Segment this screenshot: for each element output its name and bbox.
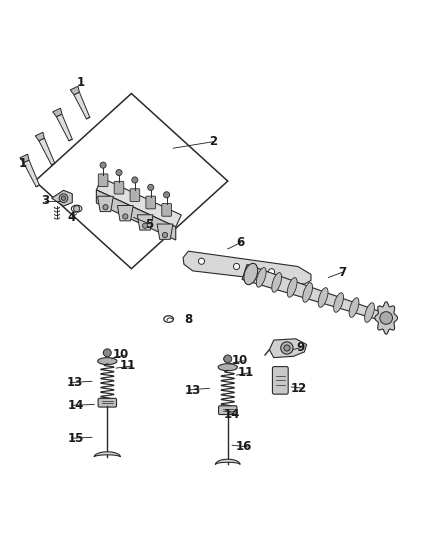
Circle shape: [123, 214, 128, 219]
Circle shape: [142, 223, 148, 228]
Polygon shape: [272, 272, 282, 292]
Circle shape: [100, 162, 106, 168]
Polygon shape: [218, 364, 237, 371]
Polygon shape: [137, 215, 153, 230]
FancyBboxPatch shape: [98, 398, 117, 407]
Circle shape: [268, 269, 275, 275]
Polygon shape: [94, 452, 120, 457]
Circle shape: [59, 194, 68, 203]
Polygon shape: [96, 190, 176, 240]
FancyBboxPatch shape: [130, 189, 140, 201]
Text: 11: 11: [120, 359, 136, 373]
FancyBboxPatch shape: [146, 196, 155, 209]
Polygon shape: [364, 303, 374, 322]
Text: 4: 4: [68, 211, 76, 224]
Text: 1: 1: [18, 157, 27, 170]
Polygon shape: [20, 154, 29, 163]
Circle shape: [74, 206, 80, 212]
Text: 13: 13: [67, 376, 83, 389]
FancyBboxPatch shape: [114, 181, 124, 194]
Polygon shape: [74, 92, 90, 119]
Polygon shape: [375, 302, 398, 334]
Circle shape: [103, 349, 111, 357]
Text: 5: 5: [145, 217, 153, 230]
Text: 10: 10: [113, 349, 129, 361]
Polygon shape: [52, 190, 72, 206]
Circle shape: [198, 258, 205, 264]
Polygon shape: [39, 138, 55, 165]
Polygon shape: [242, 264, 387, 322]
Text: 12: 12: [290, 382, 307, 395]
Polygon shape: [287, 278, 297, 297]
Circle shape: [61, 196, 66, 200]
Text: 11: 11: [238, 366, 254, 379]
Text: 8: 8: [184, 313, 192, 326]
Polygon shape: [96, 178, 181, 227]
Polygon shape: [157, 224, 173, 239]
Polygon shape: [53, 108, 62, 117]
Polygon shape: [98, 358, 117, 365]
Circle shape: [380, 312, 392, 324]
Text: 3: 3: [42, 195, 50, 207]
Polygon shape: [24, 160, 39, 187]
FancyBboxPatch shape: [98, 174, 108, 187]
Circle shape: [281, 342, 293, 354]
Text: 1: 1: [77, 76, 85, 89]
Circle shape: [284, 345, 290, 351]
Polygon shape: [334, 293, 343, 312]
Polygon shape: [256, 268, 266, 287]
Polygon shape: [57, 114, 72, 141]
Text: 9: 9: [296, 341, 304, 354]
Circle shape: [103, 205, 108, 210]
Circle shape: [224, 355, 232, 363]
Circle shape: [162, 232, 168, 238]
Polygon shape: [269, 339, 307, 358]
Circle shape: [116, 169, 122, 176]
Polygon shape: [98, 196, 113, 212]
FancyBboxPatch shape: [219, 406, 237, 415]
Circle shape: [163, 192, 170, 198]
Polygon shape: [35, 132, 44, 141]
Circle shape: [132, 177, 138, 183]
FancyBboxPatch shape: [162, 204, 171, 216]
Text: 13: 13: [185, 384, 201, 397]
Circle shape: [233, 263, 240, 270]
Text: 2: 2: [208, 135, 217, 148]
Text: 14: 14: [223, 408, 240, 421]
Text: 6: 6: [236, 236, 244, 249]
Polygon shape: [349, 298, 359, 317]
Circle shape: [148, 184, 154, 190]
Text: 16: 16: [236, 440, 252, 454]
Text: 15: 15: [68, 432, 84, 445]
Polygon shape: [117, 206, 133, 221]
Text: 10: 10: [231, 354, 247, 367]
Text: 7: 7: [338, 265, 346, 279]
Polygon shape: [215, 459, 240, 464]
Polygon shape: [183, 251, 311, 284]
FancyBboxPatch shape: [272, 367, 288, 394]
Polygon shape: [303, 282, 313, 302]
Polygon shape: [70, 86, 79, 95]
Polygon shape: [318, 288, 328, 308]
Text: 14: 14: [68, 399, 84, 412]
Polygon shape: [244, 263, 258, 285]
